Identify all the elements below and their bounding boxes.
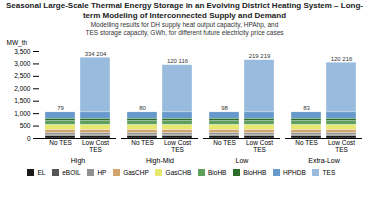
svg-text:3,000: 3,000 (14, 60, 31, 67)
svg-text:MW_th: MW_th (7, 39, 28, 47)
html-text:GasCHP: GasCHP (123, 169, 149, 176)
svg-text:83: 83 (303, 105, 310, 111)
svg-text:2,000: 2,000 (14, 85, 31, 92)
svg-text:80: 80 (139, 105, 146, 111)
html-text:Modelling results for DH suppl: Modelling results for DH supply heat out… (85, 21, 284, 36)
html-text:HPHDB: HPHDB (283, 169, 306, 176)
svg-text:Low CostTES: Low CostTES (164, 139, 191, 153)
svg-text:No TES: No TES (295, 139, 318, 146)
svg-text:High: High (71, 157, 86, 165)
svg-text:2,500: 2,500 (14, 72, 31, 79)
svg-text:Low CostTES: Low CostTES (246, 139, 273, 153)
html-text:TES: TES (322, 169, 336, 176)
svg-text:Low CostTES: Low CostTES (328, 139, 355, 153)
html-text:HP: HP (97, 169, 107, 176)
html-text:BioHB: BioHB (208, 169, 227, 176)
svg-text:79: 79 (57, 105, 64, 111)
html-text:eBOIL: eBOIL (62, 169, 81, 176)
svg-text:3,500: 3,500 (14, 48, 31, 55)
svg-text:No TES: No TES (213, 139, 236, 146)
svg-text:120 216: 120 216 (331, 56, 353, 62)
html-text:GasCHB: GasCHB (165, 169, 192, 176)
svg-text:No TES: No TES (131, 139, 154, 146)
svg-text:219 219: 219 219 (249, 53, 271, 59)
svg-text:No TES: No TES (49, 139, 72, 146)
svg-text:0: 0 (27, 135, 31, 142)
svg-text:Low CostTES: Low CostTES (82, 139, 109, 153)
svg-text:334 204: 334 204 (85, 51, 107, 57)
svg-text:98: 98 (221, 105, 228, 111)
svg-text:500: 500 (20, 122, 31, 129)
svg-text:1,000: 1,000 (14, 110, 31, 117)
svg-text:Extra-Low: Extra-Low (308, 157, 340, 164)
svg-text:120 116: 120 116 (167, 58, 189, 64)
html-text:EL: EL (37, 169, 46, 176)
svg-text:Low: Low (236, 157, 250, 164)
html-text:Seasonal Large-Scale Thermal E: Seasonal Large-Scale Thermal Energy Stor… (6, 1, 363, 20)
html-text:BioHHB: BioHHB (243, 169, 267, 176)
svg-text:1,500: 1,500 (14, 97, 31, 104)
svg-text:High-Mid: High-Mid (146, 157, 174, 165)
